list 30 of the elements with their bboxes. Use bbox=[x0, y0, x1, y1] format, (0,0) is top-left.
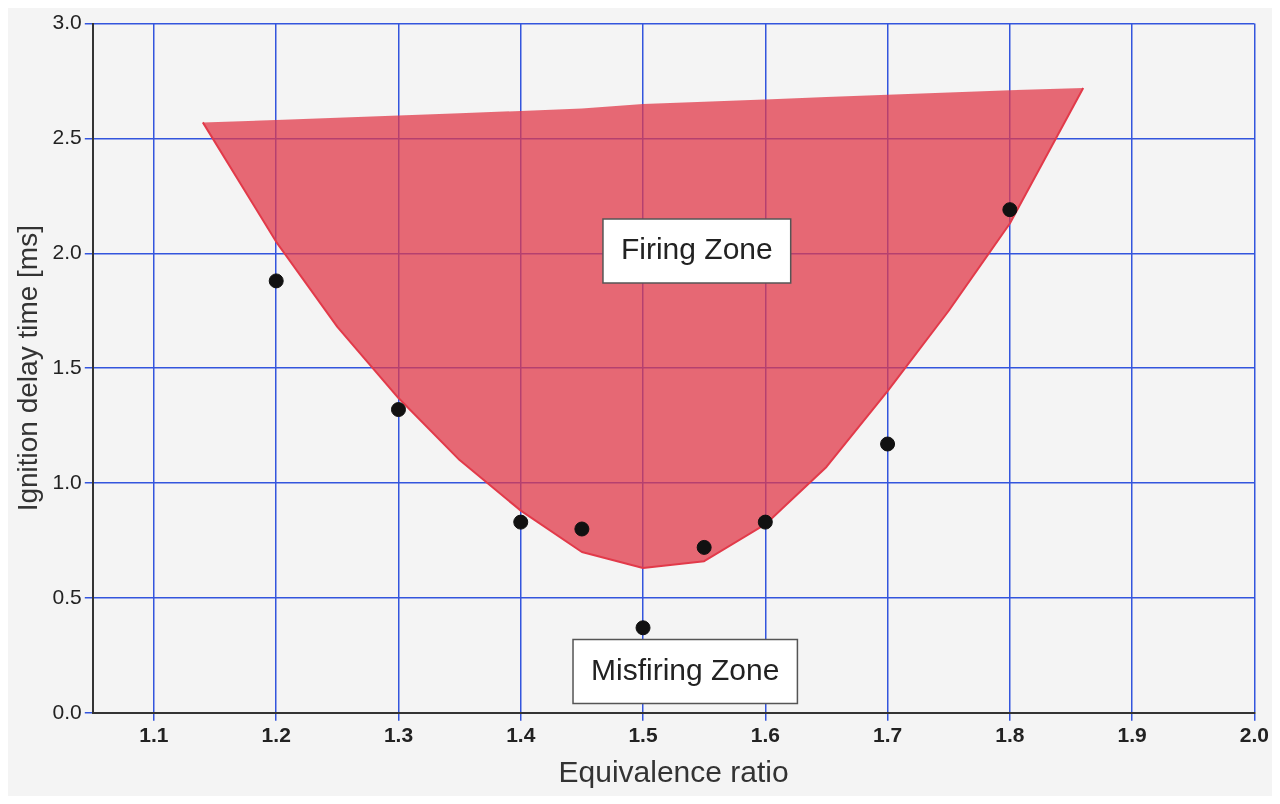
x-tick-label: 1.5 bbox=[628, 723, 658, 747]
point bbox=[757, 514, 773, 530]
point bbox=[635, 620, 651, 636]
y-tick-label: 0.5 bbox=[52, 584, 82, 608]
x-axis-title: Equivalence ratio bbox=[558, 755, 789, 789]
x-tick-label: 1.6 bbox=[750, 723, 780, 747]
y-tick-label: 2.0 bbox=[52, 240, 82, 264]
y-tick-label: 2.5 bbox=[52, 125, 82, 149]
point bbox=[696, 539, 712, 555]
y-tick-label: 0.0 bbox=[52, 699, 82, 723]
x-tick-label: 1.4 bbox=[506, 723, 536, 747]
x-tick-label: 2.0 bbox=[1239, 723, 1270, 747]
point bbox=[268, 273, 284, 289]
x-tick-label: 1.8 bbox=[995, 723, 1025, 747]
y-tick-label: 1.0 bbox=[52, 469, 82, 493]
x-tick-label: 1.1 bbox=[139, 723, 169, 747]
x-tick-label: 1.7 bbox=[872, 723, 903, 747]
x-tick-label: 1.3 bbox=[383, 723, 414, 747]
y-tick-label: 1.5 bbox=[52, 355, 82, 378]
point bbox=[513, 514, 529, 530]
x-tick-label: 1.9 bbox=[1117, 723, 1147, 747]
x-tick-label: 1.2 bbox=[261, 723, 291, 747]
point bbox=[390, 402, 406, 418]
point bbox=[574, 521, 590, 537]
annotation: Misfiring Zone bbox=[591, 652, 780, 686]
point bbox=[880, 436, 896, 452]
y-axis-title: Ignition delay time [ms] bbox=[11, 225, 43, 512]
point bbox=[1002, 202, 1018, 218]
annotation: Firing Zone bbox=[620, 232, 773, 266]
y-tick-label: 3.0 bbox=[52, 10, 82, 34]
